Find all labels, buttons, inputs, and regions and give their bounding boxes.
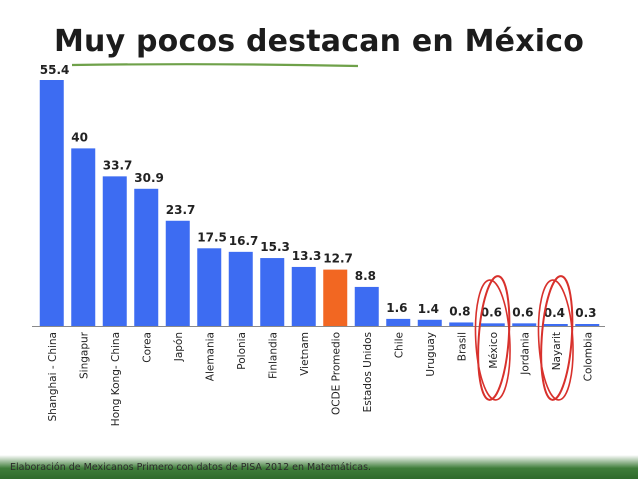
- value-label-15: 0.6: [512, 305, 533, 319]
- footer-band: [0, 455, 638, 479]
- value-label-0: 55.4: [40, 63, 70, 77]
- category-label-13: Brasil: [456, 332, 468, 361]
- category-label-12: Uruguay: [425, 332, 437, 377]
- bar-15: [512, 323, 537, 326]
- category-label-5: Alemania: [204, 332, 216, 381]
- bar-6: [228, 251, 253, 326]
- highlight-circle-stroke-16: [537, 279, 574, 401]
- footer-source-note: Elaboración de Mexicanos Primero con dat…: [10, 462, 372, 473]
- bar-14: [480, 323, 505, 326]
- value-label-5: 17.5: [197, 230, 227, 244]
- bar-13: [449, 322, 474, 326]
- bar-12: [417, 319, 442, 326]
- category-label-1: Singapur: [78, 331, 90, 379]
- bar-2: [102, 176, 127, 326]
- highlight-circle-14: [477, 275, 511, 401]
- slide-title: Muy pocos destacan en México: [53, 24, 585, 59]
- category-label-4: Japón: [173, 332, 185, 362]
- value-label-6: 16.7: [229, 234, 259, 248]
- value-label-10: 8.8: [355, 269, 376, 283]
- value-label-4: 23.7: [166, 203, 196, 217]
- title-underline-stroke: [71, 63, 359, 68]
- category-label-7: Finlandia: [267, 332, 279, 379]
- bar-7: [260, 258, 285, 326]
- bar-9: [323, 269, 348, 326]
- value-label-14: 0.6: [481, 305, 502, 319]
- bar-4: [165, 220, 190, 326]
- category-label-2: Hong Kong- China: [110, 332, 122, 426]
- value-label-7: 15.3: [260, 240, 290, 254]
- category-label-3: Corea: [141, 332, 153, 363]
- category-label-10: Estados Unidos: [362, 332, 374, 412]
- bar-16: [543, 324, 568, 326]
- value-label-8: 13.3: [292, 249, 322, 263]
- value-label-1: 40: [71, 130, 88, 144]
- value-label-11: 1.6: [386, 301, 407, 315]
- value-label-12: 1.4: [418, 302, 439, 316]
- category-label-11: Chile: [393, 332, 405, 358]
- bar-0: [39, 80, 64, 326]
- bar-17: [575, 324, 600, 326]
- bar-10: [354, 286, 379, 326]
- category-label-16: Nayarit: [551, 332, 563, 370]
- category-label-8: Vietnam: [299, 332, 311, 376]
- category-label-0: Shanghai - China: [47, 332, 59, 422]
- bar-chart: 55.4 Shanghai - China 40 Singapur 33.7 Hong K…: [32, 63, 605, 426]
- value-label-17: 0.3: [575, 306, 596, 320]
- highlight-circle-16: [540, 275, 574, 401]
- category-label-14: México: [488, 332, 500, 369]
- value-label-3: 30.9: [134, 171, 164, 185]
- bar-11: [386, 318, 411, 326]
- value-label-16: 0.4: [544, 306, 565, 320]
- highlight-circle-stroke-14: [474, 279, 511, 401]
- value-label-2: 33.7: [103, 158, 133, 172]
- category-label-9: OCDE Promedio: [330, 332, 342, 415]
- value-label-9: 12.7: [323, 252, 353, 266]
- bar-1: [71, 148, 96, 326]
- value-label-13: 0.8: [449, 304, 470, 318]
- category-label-6: Polonia: [236, 332, 248, 370]
- bar-8: [291, 266, 316, 326]
- category-label-15: Jordania: [519, 332, 531, 376]
- bar-5: [197, 248, 222, 326]
- title-underline: [71, 63, 359, 68]
- category-label-17: Colombia: [582, 332, 594, 381]
- bar-3: [134, 188, 159, 326]
